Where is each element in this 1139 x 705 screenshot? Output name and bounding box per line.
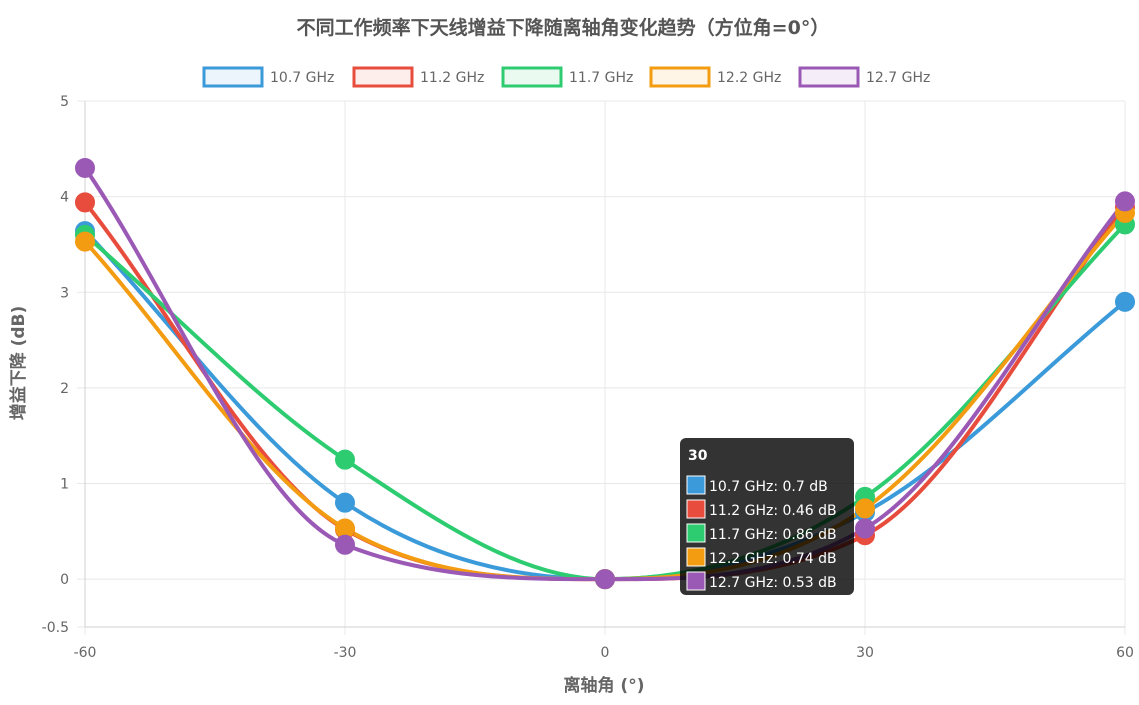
y-tick-label: 2 (60, 381, 69, 397)
tooltip-swatch (686, 523, 706, 543)
data-point[interactable] (335, 492, 355, 513)
x-tick-label: -30 (334, 645, 357, 661)
legend-item[interactable]: 10.7 GHz (202, 66, 334, 88)
legend-item[interactable]: 12.7 GHz (798, 66, 930, 88)
tooltip-item: 11.2 GHz: 0.46 dB (709, 503, 837, 519)
legend-swatch (798, 66, 860, 88)
y-tick-label: 0 (60, 572, 69, 588)
data-point[interactable] (335, 449, 355, 470)
y-axis-title: 增益下降 (dB) (8, 306, 29, 421)
data-point[interactable] (1115, 191, 1135, 212)
tooltip-swatch (686, 499, 706, 519)
legend-swatch (352, 66, 414, 88)
grid (77, 100, 1126, 635)
legend-label: 11.2 GHz (420, 70, 484, 86)
data-point[interactable] (1115, 291, 1135, 312)
data-point[interactable] (855, 518, 875, 539)
y-tick-label: 1 (60, 477, 69, 493)
y-tick-label: 5 (60, 94, 69, 110)
chart-title: 不同工作频率下天线增益下降随离轴角变化趋势（方位角=0°） (297, 16, 830, 39)
x-tick-label: 0 (601, 645, 610, 661)
series-points (75, 157, 1135, 590)
x-tick-label: 60 (1116, 645, 1134, 661)
data-point[interactable] (855, 498, 875, 519)
data-point[interactable] (75, 192, 95, 213)
tooltip-item: 10.7 GHz: 0.7 dB (709, 479, 828, 495)
data-point[interactable] (75, 231, 95, 252)
x-tick-label: -60 (74, 645, 97, 661)
legend-swatch (501, 66, 563, 88)
tooltip-title: 30 (688, 448, 708, 464)
y-tick-label: -0.5 (42, 620, 69, 636)
legend-item[interactable]: 11.7 GHz (501, 66, 633, 88)
legend-label: 12.2 GHz (717, 70, 781, 86)
x-axis-title: 离轴角 (°) (564, 675, 645, 696)
tooltip-item: 12.7 GHz: 0.53 dB (709, 575, 837, 591)
legend-label: 12.7 GHz (866, 70, 930, 86)
x-tick-label: 30 (856, 645, 874, 661)
legend: 10.7 GHz 11.2 GHz 11.7 GHz 12.2 GHz 12.7 GHz (202, 66, 930, 88)
data-point[interactable] (75, 157, 95, 178)
legend-label: 10.7 GHz (270, 70, 334, 86)
data-point[interactable] (595, 569, 615, 590)
axes: -60 -30 0 30 60 -0.5 0 1 2 3 4 5 (42, 94, 1134, 661)
tooltip-swatch (686, 475, 706, 495)
tooltip-background (680, 438, 854, 595)
legend-swatch (202, 66, 264, 88)
tooltip-swatch (686, 547, 706, 567)
data-point[interactable] (335, 534, 355, 555)
tooltip-item: 11.7 GHz: 0.86 dB (709, 527, 837, 543)
legend-label: 11.7 GHz (569, 70, 633, 86)
tooltip-item: 12.2 GHz: 0.74 dB (709, 551, 837, 567)
legend-item[interactable]: 12.2 GHz (649, 66, 781, 88)
legend-swatch (649, 66, 711, 88)
legend-item[interactable]: 11.2 GHz (352, 66, 484, 88)
y-tick-label: 3 (60, 285, 69, 301)
y-tick-label: 4 (60, 190, 69, 206)
tooltip-swatch (686, 571, 706, 591)
